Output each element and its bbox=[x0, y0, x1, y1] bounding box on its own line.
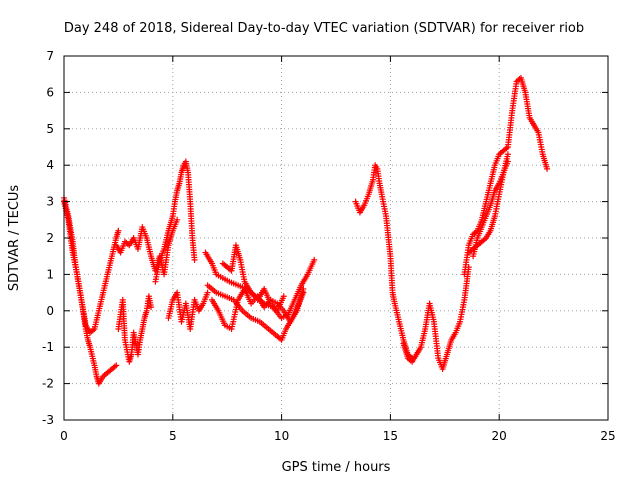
x-tick-label: 10 bbox=[274, 429, 289, 443]
x-tick-labels: 0 5 10 15 20 25 bbox=[60, 429, 615, 443]
series bbox=[400, 264, 472, 373]
axis-ticks bbox=[63, 55, 609, 421]
data-point bbox=[311, 256, 318, 263]
series bbox=[61, 198, 122, 336]
y-tick-label: 1 bbox=[46, 267, 54, 281]
y-tick-label: 0 bbox=[46, 304, 54, 318]
y-tick-label: -2 bbox=[42, 377, 54, 391]
series bbox=[165, 289, 211, 332]
y-tick-label: 5 bbox=[46, 122, 54, 136]
x-tick-label: 25 bbox=[600, 429, 615, 443]
series bbox=[115, 293, 155, 365]
x-tick-label: 5 bbox=[169, 429, 177, 443]
data-point bbox=[504, 151, 511, 158]
data-point bbox=[544, 165, 551, 172]
y-tick-label: 7 bbox=[46, 49, 54, 63]
chart-title: Day 248 of 2018, Sidereal Day-to-day VTE… bbox=[64, 21, 584, 36]
data-point bbox=[300, 285, 307, 292]
y-tick-labels: -3 -2 -1 0 1 2 3 4 5 6 7 bbox=[42, 49, 54, 427]
y-tick-label: -3 bbox=[42, 413, 54, 427]
y-axis-title: SDTVAR / TECUs bbox=[7, 185, 22, 292]
series bbox=[208, 285, 307, 332]
series bbox=[219, 242, 287, 314]
series bbox=[352, 162, 416, 362]
x-tick-label: 0 bbox=[60, 429, 68, 443]
y-tick-label: 3 bbox=[46, 195, 54, 209]
y-tick-label: -1 bbox=[42, 340, 54, 354]
data-point bbox=[191, 256, 198, 263]
data-point bbox=[115, 227, 122, 234]
data-point bbox=[148, 304, 155, 311]
series bbox=[470, 158, 511, 260]
x-axis-title: GPS time / hours bbox=[282, 460, 391, 475]
y-tick-label: 2 bbox=[46, 231, 54, 245]
data-point bbox=[504, 158, 511, 165]
data-point bbox=[204, 289, 211, 296]
data-point bbox=[280, 293, 287, 300]
data-points bbox=[61, 74, 551, 387]
series bbox=[461, 74, 551, 278]
y-tick-label: 6 bbox=[46, 85, 54, 99]
x-tick-label: 20 bbox=[492, 429, 507, 443]
data-point bbox=[113, 362, 120, 369]
series bbox=[61, 194, 120, 387]
series bbox=[152, 158, 198, 285]
y-tick-label: 4 bbox=[46, 158, 54, 172]
x-tick-label: 15 bbox=[383, 429, 398, 443]
grid bbox=[64, 56, 608, 420]
data-point bbox=[174, 216, 181, 223]
